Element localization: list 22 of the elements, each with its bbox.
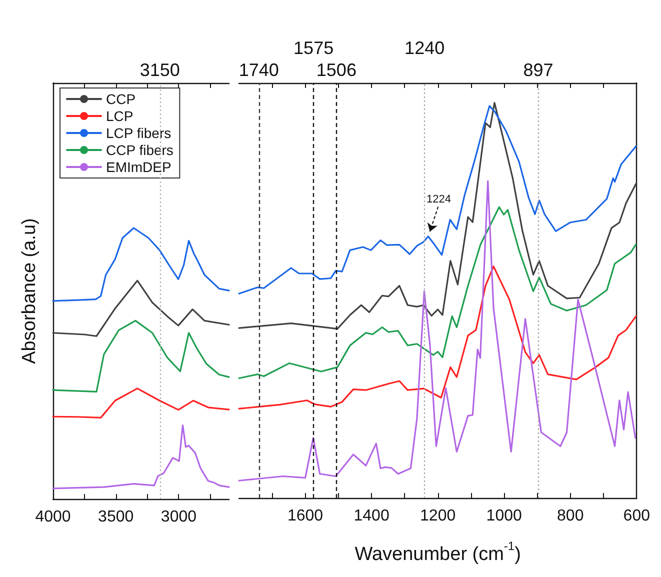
x-tick-label: 3000 (160, 508, 197, 526)
annotation: 1224 (426, 193, 452, 206)
legend-label: CCP (106, 91, 136, 107)
x-tick-label: 1000 (486, 508, 522, 524)
ref-line-label: 1740 (238, 60, 279, 80)
ref-line-label: 1575 (294, 38, 334, 58)
ref-line-label: 3150 (140, 60, 180, 80)
x-tick-label: 1600 (287, 508, 324, 524)
legend-label: LCP (106, 108, 134, 124)
legend-label: LCP fibers (106, 125, 172, 141)
x-tick-label: 3500 (98, 508, 134, 526)
x-tick-label: 4000 (35, 508, 71, 526)
x-tick-label: 1400 (354, 508, 390, 524)
ref-line-label: 1506 (316, 60, 356, 80)
x-tick-label: 600 (623, 508, 650, 524)
ref-line-label: 897 (523, 60, 554, 80)
x-tick-label: 1200 (420, 508, 456, 524)
legend-label: EMImDEP (106, 159, 172, 175)
y-axis-title: Absorbance (a.u) (19, 218, 40, 364)
legend-label: CCP fibers (106, 142, 174, 158)
ref-line-label: 1240 (404, 38, 445, 58)
x-tick-label: 800 (557, 508, 584, 524)
